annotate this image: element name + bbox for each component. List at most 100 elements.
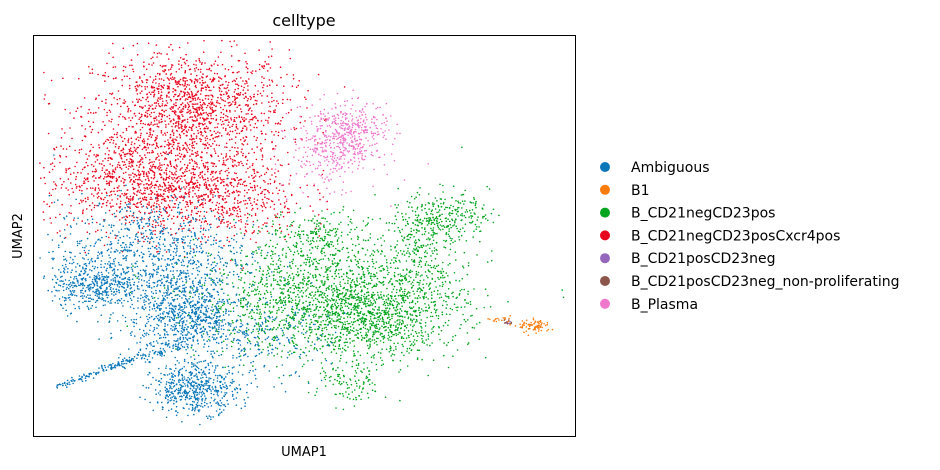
point-B_CD21negCD23posCxcr4pos (70, 182, 72, 184)
point-B_CD21negCD23posCxcr4pos (180, 196, 182, 199)
point-B_CD21negCD23posCxcr4pos (197, 129, 199, 132)
point-B_CD21negCD23posCxcr4pos (266, 230, 269, 233)
point-B_CD21negCD23posCxcr4pos (179, 187, 181, 190)
point-B_CD21negCD23posCxcr4pos (149, 241, 151, 243)
point-B_CD21negCD23posCxcr4pos (148, 104, 150, 107)
point-B_CD21negCD23posCxcr4pos (134, 132, 136, 134)
point-B_CD21negCD23pos (222, 269, 225, 271)
point-B_CD21negCD23posCxcr4pos (212, 163, 214, 165)
point-B_CD21negCD23posCxcr4pos (192, 171, 195, 174)
point-B_CD21negCD23pos (351, 340, 354, 342)
point-B_Plasma (336, 157, 339, 159)
point-B_CD21negCD23pos (467, 302, 469, 305)
point-B_CD21negCD23posCxcr4pos (215, 185, 218, 187)
point-B_CD21negCD23posCxcr4pos (124, 155, 126, 157)
point-B_CD21negCD23posCxcr4pos (201, 195, 204, 197)
point-B_CD21negCD23posCxcr4pos (47, 103, 50, 105)
point-B_CD21negCD23posCxcr4pos (263, 173, 266, 175)
point-B_CD21negCD23pos (305, 322, 308, 325)
point-B_CD21negCD23posCxcr4pos (228, 240, 231, 243)
point-B_CD21negCD23posCxcr4pos (124, 143, 127, 146)
point-B_CD21negCD23posCxcr4pos (218, 225, 220, 228)
point-B_CD21negCD23pos (266, 254, 268, 257)
point-B_CD21negCD23posCxcr4pos (250, 129, 252, 131)
point-B_CD21negCD23posCxcr4pos (65, 169, 68, 172)
point-B_CD21negCD23posCxcr4pos (194, 173, 196, 176)
point-B_CD21negCD23posCxcr4pos (246, 82, 248, 84)
point-B_Plasma (372, 132, 375, 135)
point-B_CD21negCD23pos (337, 312, 339, 315)
point-B_CD21negCD23posCxcr4pos (172, 91, 174, 93)
point-B_CD21negCD23posCxcr4pos (59, 230, 61, 232)
point-B_CD21negCD23pos (372, 262, 375, 265)
point-B_CD21negCD23posCxcr4pos (118, 161, 120, 164)
point-B_CD21negCD23posCxcr4pos (96, 204, 98, 207)
point-B_Plasma (361, 114, 364, 116)
point-B_CD21negCD23posCxcr4pos (114, 167, 117, 169)
point-B_Plasma (329, 155, 332, 158)
point-B_Plasma (354, 153, 357, 156)
point-B_CD21negCD23posCxcr4pos (179, 78, 182, 81)
point-B_Plasma (362, 167, 364, 169)
point-B_CD21negCD23posCxcr4pos (191, 92, 193, 94)
point-B_CD21negCD23posCxcr4pos (157, 103, 160, 105)
point-B_Plasma (329, 126, 332, 128)
point-B_CD21negCD23pos (241, 269, 244, 272)
point-B_CD21negCD23posCxcr4pos (116, 131, 119, 134)
point-B_CD21negCD23posCxcr4pos (234, 164, 236, 166)
point-B_CD21negCD23posCxcr4pos (131, 64, 133, 67)
point-B_CD21negCD23posCxcr4pos (246, 143, 249, 145)
point-B_CD21negCD23posCxcr4pos (48, 192, 51, 194)
point-B_CD21negCD23pos (248, 312, 251, 315)
point-B_Plasma (340, 158, 342, 160)
point-B_CD21negCD23posCxcr4pos (199, 184, 201, 187)
point-B_CD21negCD23posCxcr4pos (274, 122, 277, 125)
point-B_CD21negCD23pos (316, 298, 319, 301)
point-B_CD21negCD23pos (320, 301, 323, 304)
point-B_CD21negCD23posCxcr4pos (193, 187, 196, 190)
point-B_CD21negCD23pos (220, 306, 222, 308)
point-B_Plasma (366, 118, 368, 121)
point-B_CD21negCD23posCxcr4pos (151, 134, 154, 136)
point-B_CD21negCD23posCxcr4pos (317, 214, 320, 216)
point-B_CD21negCD23posCxcr4pos (317, 73, 320, 76)
point-B_CD21negCD23posCxcr4pos (97, 107, 100, 109)
point-B_Plasma (324, 178, 327, 180)
point-B_CD21negCD23posCxcr4pos (89, 125, 91, 128)
point-B_CD21negCD23posCxcr4pos (244, 139, 246, 141)
point-B_CD21negCD23posCxcr4pos (227, 124, 229, 126)
point-B_CD21negCD23pos (335, 299, 338, 302)
point-B_CD21negCD23posCxcr4pos (161, 115, 163, 117)
point-B_CD21negCD23posCxcr4pos (187, 216, 190, 218)
point-B_CD21negCD23pos (340, 300, 343, 303)
point-B_CD21negCD23posCxcr4pos (200, 195, 202, 198)
point-B_CD21negCD23pos (314, 291, 317, 294)
point-B_CD21negCD23posCxcr4pos (73, 117, 75, 119)
point-B_CD21negCD23posCxcr4pos (155, 44, 158, 46)
point-B_CD21negCD23pos (382, 284, 385, 286)
point-B_CD21negCD23posCxcr4pos (156, 119, 158, 121)
point-B_CD21negCD23posCxcr4pos (275, 187, 278, 189)
point-B_CD21negCD23posCxcr4pos (173, 77, 176, 79)
point-B_CD21negCD23posCxcr4pos (216, 201, 218, 204)
point-B_CD21negCD23posCxcr4pos (190, 80, 193, 83)
point-B_CD21negCD23posCxcr4pos (80, 115, 82, 118)
point-B_CD21negCD23posCxcr4pos (240, 218, 242, 221)
point-B_Plasma (303, 175, 306, 178)
point-B_Plasma (340, 124, 343, 126)
point-B_CD21negCD23pos (338, 298, 341, 301)
point-B_CD21negCD23posCxcr4pos (178, 115, 181, 118)
point-B_CD21negCD23pos (220, 308, 222, 310)
point-B_CD21negCD23pos (326, 273, 329, 276)
point-B_CD21negCD23posCxcr4pos (143, 196, 146, 198)
point-B_CD21negCD23posCxcr4pos (248, 189, 250, 191)
point-B_CD21negCD23posCxcr4pos (193, 63, 195, 66)
point-B_CD21negCD23posCxcr4pos (294, 138, 297, 141)
point-B_CD21negCD23posCxcr4pos (98, 94, 100, 97)
point-B_CD21negCD23pos (313, 316, 315, 318)
point-B_CD21negCD23posCxcr4pos (197, 132, 200, 134)
point-B_CD21negCD23posCxcr4pos (253, 184, 256, 187)
point-B_Plasma (323, 134, 326, 136)
point-B_CD21negCD23posCxcr4pos (241, 118, 244, 120)
point-B_Plasma (351, 126, 354, 129)
